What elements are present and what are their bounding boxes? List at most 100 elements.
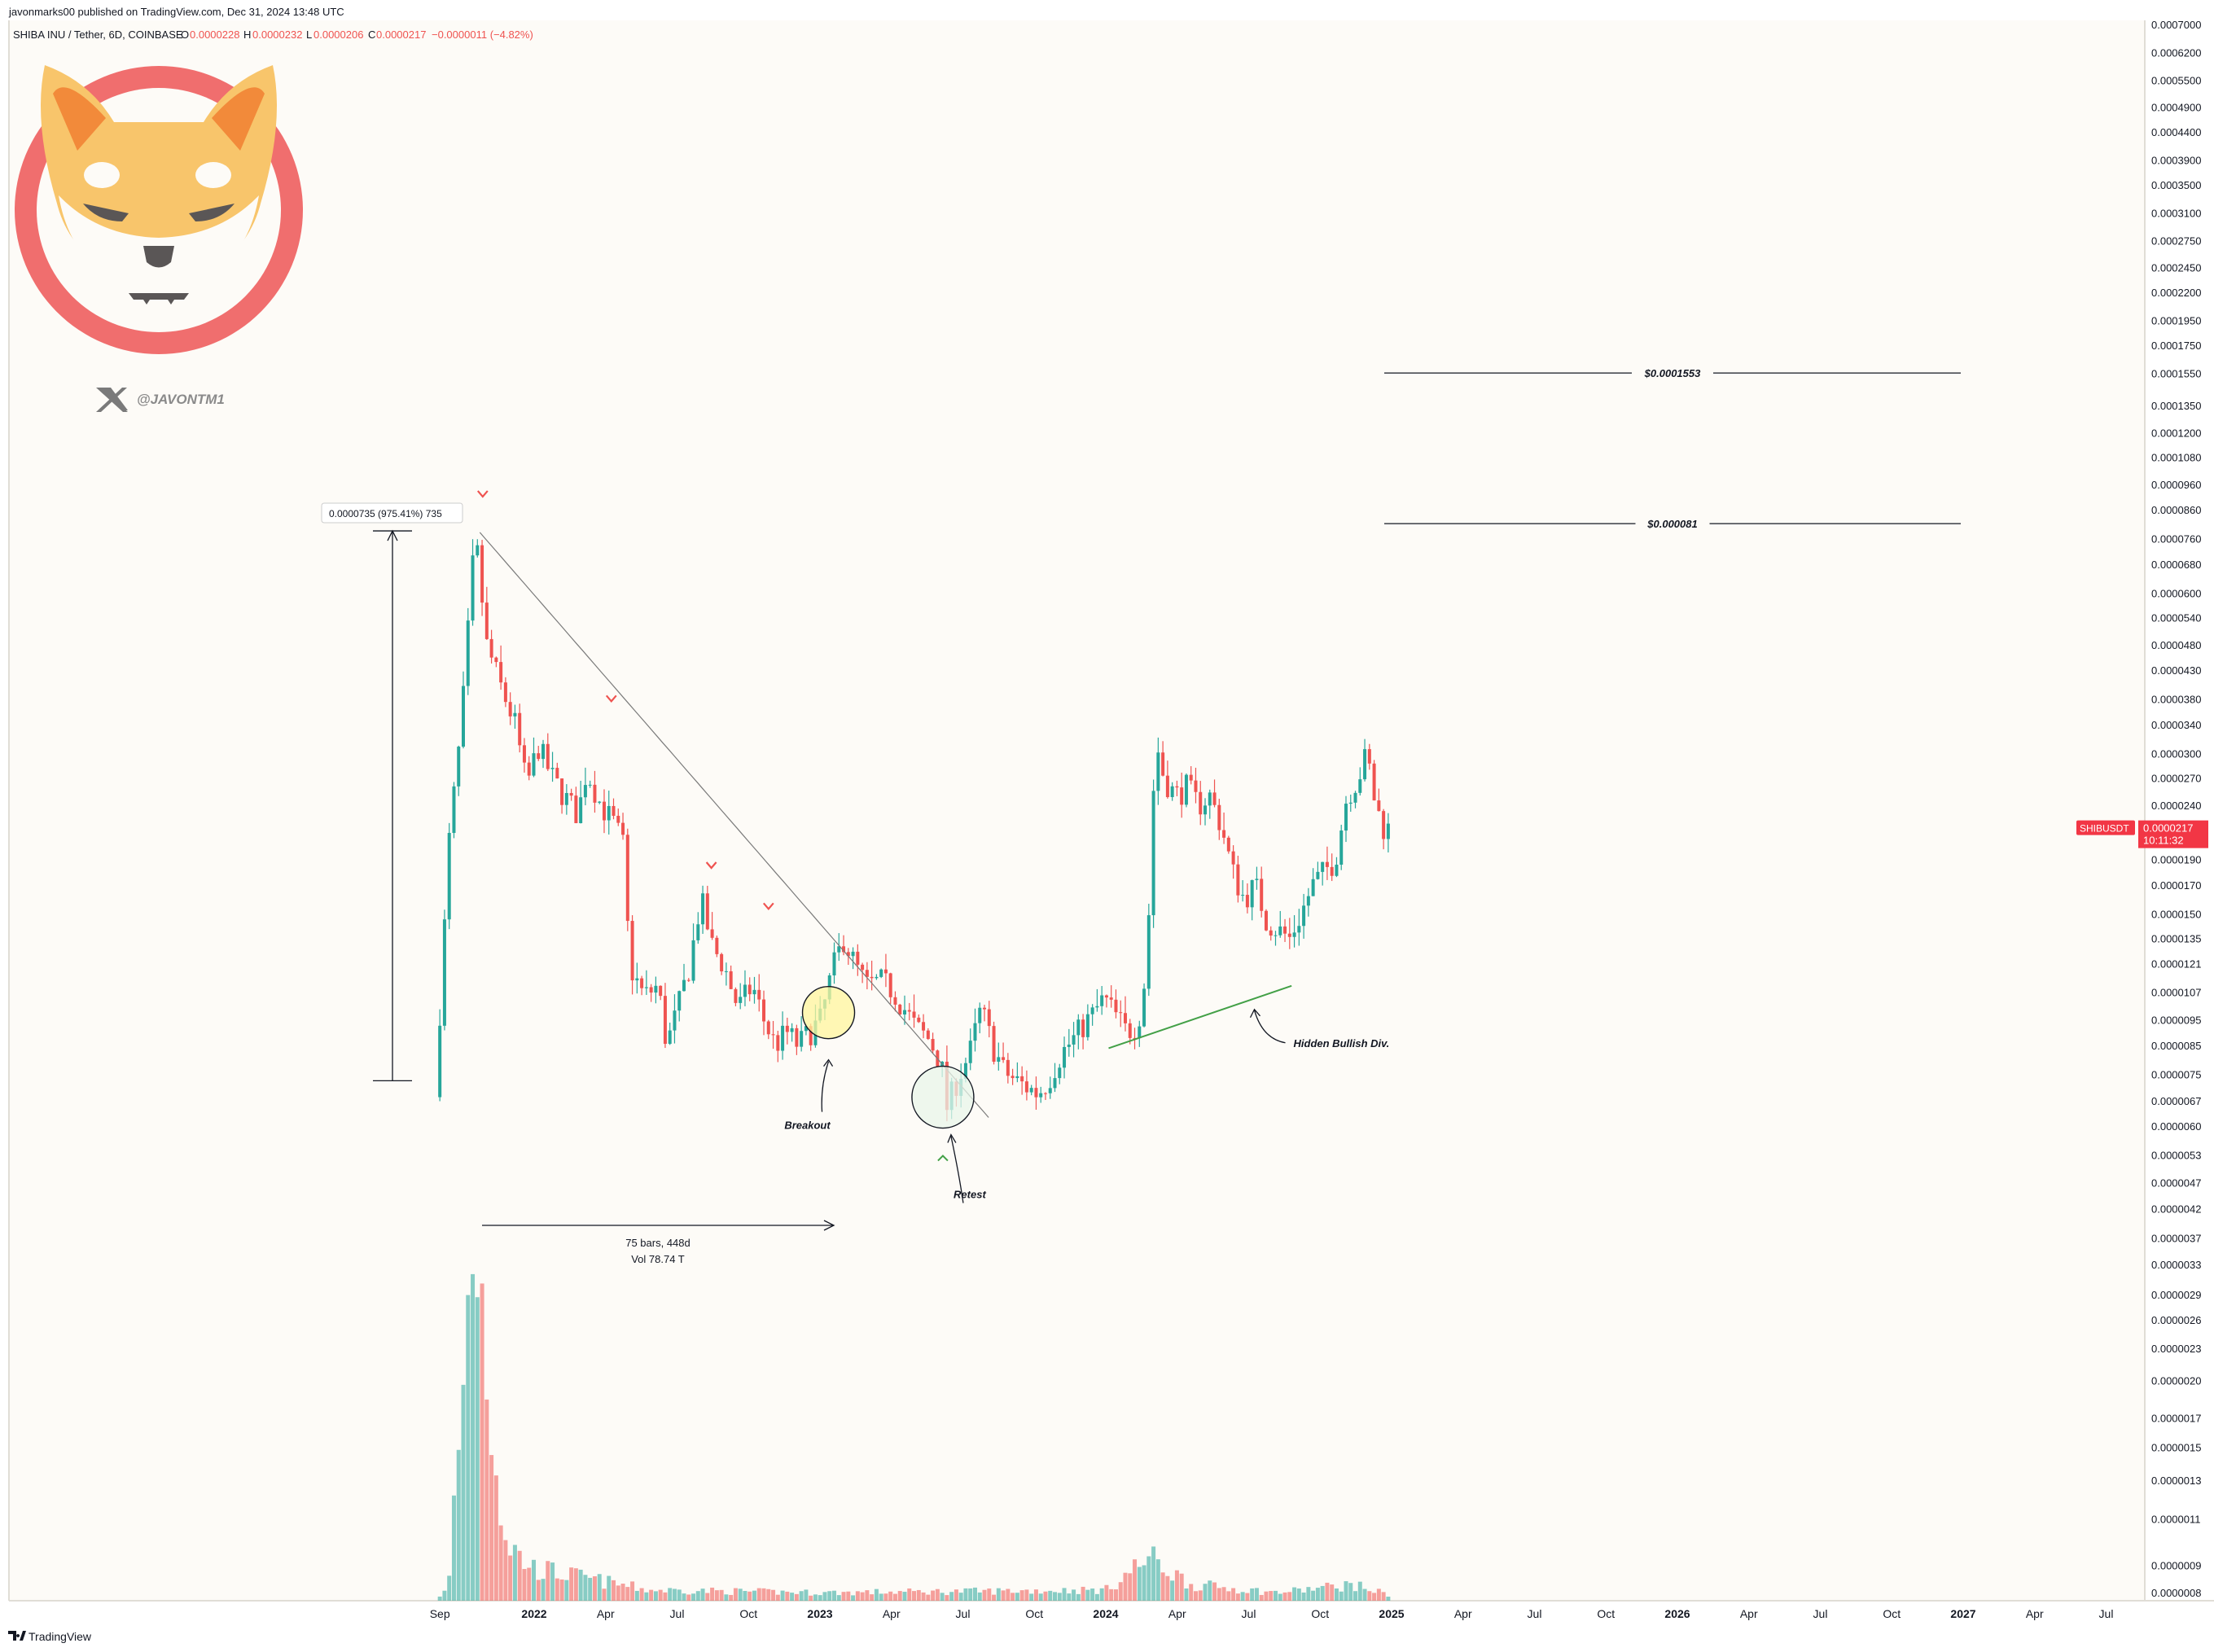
volume-bar (672, 1588, 677, 1601)
x-tick-label: Jul (2099, 1607, 2114, 1620)
volume-bar (639, 1588, 644, 1601)
breakout-circle[interactable] (801, 985, 856, 1040)
candle (992, 1021, 996, 1065)
volume-bar (677, 1589, 682, 1601)
volume-bar (1208, 1580, 1212, 1601)
candle (1287, 918, 1291, 949)
volume-bar (1033, 1589, 1038, 1601)
volume-bar (724, 1594, 729, 1601)
candle (776, 1030, 780, 1063)
candle (1245, 883, 1249, 914)
y-tick-label: 0.0000037 (2151, 1233, 2201, 1245)
y-tick-label: 0.0000020 (2151, 1374, 2201, 1387)
candle (771, 1020, 775, 1049)
y-tick-label: 0.0000013 (2151, 1475, 2201, 1487)
volume-bar (1137, 1567, 1142, 1601)
volume-bar (546, 1561, 550, 1601)
y-tick-label: 0.0000760 (2151, 532, 2201, 545)
candle (785, 1017, 789, 1045)
x-tick-label: Apr (1454, 1607, 1472, 1620)
volume-bar (743, 1591, 747, 1601)
candle (438, 1009, 442, 1102)
x-tick-label: Apr (597, 1607, 615, 1620)
x-handle[interactable]: @JAVONTM1 (96, 388, 225, 412)
candle (1382, 808, 1386, 850)
volume-bar (1109, 1588, 1114, 1601)
volume-bar (508, 1555, 513, 1601)
volume-bar (719, 1589, 724, 1601)
candle (902, 995, 906, 1025)
candle (668, 1023, 672, 1045)
range-ruler-arrow (387, 529, 398, 541)
y-tick-label: 0.0000270 (2151, 773, 2201, 785)
divergence-line[interactable] (1108, 984, 1292, 1049)
candle (1020, 1066, 1024, 1095)
candle (640, 975, 644, 996)
candle (550, 752, 555, 782)
x-tick-label: Apr (2026, 1607, 2044, 1620)
volume-bar (841, 1592, 846, 1601)
x-tick-label: Oct (1311, 1607, 1329, 1620)
candle (602, 789, 606, 834)
volume-bar (775, 1594, 780, 1601)
tradingview-logo-icon (8, 1631, 26, 1641)
volume-bar (926, 1594, 931, 1601)
y-tick-label: 0.0002450 (2151, 261, 2201, 274)
y-tick-label: 0.0002200 (2151, 287, 2201, 299)
volume-bar (644, 1592, 649, 1601)
divergence-arrow (1249, 1008, 1286, 1044)
candle (842, 935, 846, 956)
tradingview-footer[interactable]: TradingView (8, 1630, 92, 1643)
price-tag-countdown: 10:11:32 (2143, 835, 2184, 847)
x-tick-label: 2026 (1664, 1607, 1690, 1620)
trendline[interactable] (479, 532, 989, 1118)
candle (898, 1003, 902, 1016)
volume-bar (471, 1273, 476, 1601)
candle (724, 962, 728, 986)
x-tick-label: Jul (1813, 1607, 1828, 1620)
symbol-line: SHIBA INU / Tether, 6D, COINBASE O 0.000… (13, 28, 533, 41)
candle (865, 962, 869, 990)
range-label-box (321, 502, 463, 524)
volume-bar (935, 1588, 940, 1601)
candle (987, 1001, 991, 1038)
candle (1250, 879, 1254, 921)
volume-bar (756, 1588, 761, 1601)
volume-bar (780, 1590, 785, 1601)
y-tick-label: 0.0000170 (2151, 879, 2201, 892)
volume-bar (1362, 1588, 1367, 1601)
candle (1325, 846, 1329, 880)
x-logo-icon (96, 388, 128, 412)
high-value: 0.0000232 (252, 28, 302, 41)
volume-bar (1259, 1594, 1264, 1601)
volume-bar (1057, 1593, 1062, 1601)
candle (926, 1028, 930, 1041)
published-line: javonmarks00 published on TradingView.co… (8, 6, 344, 18)
volume-bar (498, 1525, 503, 1601)
y-tick-label: 0.0000053 (2151, 1149, 2201, 1161)
x-tick-label: Jul (1528, 1607, 1542, 1620)
candle (851, 947, 855, 970)
candle (673, 994, 677, 1044)
x-tick-label: 2022 (521, 1607, 546, 1620)
volume-bar (1278, 1593, 1282, 1601)
candle (1363, 738, 1367, 782)
candle (1274, 931, 1278, 946)
retest-circle[interactable] (911, 1065, 975, 1129)
candle (1175, 780, 1179, 796)
volume-bar (536, 1580, 541, 1601)
volume-bar (860, 1592, 865, 1601)
candle (461, 671, 465, 749)
candle (888, 972, 892, 1004)
volume-bar (1269, 1591, 1274, 1601)
y-tick-label: 0.0000042 (2151, 1203, 2201, 1216)
candle (1184, 773, 1188, 808)
candle (588, 780, 592, 788)
candle (541, 739, 546, 769)
top-marker-icon (705, 861, 717, 870)
candle (442, 909, 446, 1031)
plot-background (9, 20, 2145, 1601)
retest-marker-icon (937, 1155, 949, 1162)
range-label: 0.0000735 (975.41%) 735 (329, 508, 442, 519)
